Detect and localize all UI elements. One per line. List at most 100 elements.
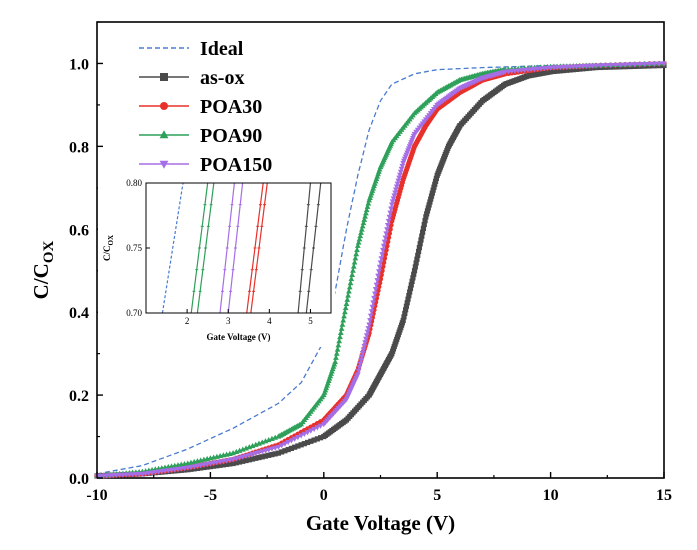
inset-line-ideal xyxy=(161,182,184,314)
data-point-poa150 xyxy=(397,172,403,178)
data-point-poa150 xyxy=(233,456,240,462)
data-point-poa150 xyxy=(597,63,604,69)
inset-axes: 2 3 4 5 0.70 0.75 0.80 xyxy=(126,178,313,326)
data-point-poa90 xyxy=(346,284,353,290)
data-point-poa90 xyxy=(359,226,365,232)
data-point-poa90 xyxy=(364,203,371,209)
legend-item-as-ox: as-ox xyxy=(139,67,244,89)
legend-label: Ideal xyxy=(200,38,244,60)
inset-series-group xyxy=(161,182,323,314)
data-point-poa90 xyxy=(358,229,364,235)
inset-plot: 2 3 4 5 0.70 0.75 0.80 Gate Voltage (V) C/COX xyxy=(98,177,335,347)
data-point-poa90 xyxy=(356,236,363,242)
data-point-poa150 xyxy=(651,61,658,67)
data-point-poa150 xyxy=(371,291,378,297)
data-point-poa150 xyxy=(252,451,259,457)
data-point-as-ox xyxy=(292,444,298,450)
data-point-as-ox xyxy=(415,252,421,258)
legend-label: POA150 xyxy=(200,154,272,176)
data-point-poa90 xyxy=(342,304,349,311)
x-tick-label: 0 xyxy=(320,487,328,504)
data-point-poa150 xyxy=(363,336,369,342)
data-point-poa150 xyxy=(380,243,387,249)
data-point-poa150 xyxy=(304,430,311,436)
data-point-as-ox xyxy=(301,441,307,447)
data-point-as-ox xyxy=(403,303,410,309)
data-point-as-ox xyxy=(288,445,294,451)
data-point-poa150 xyxy=(262,448,269,454)
data-point-as-ox xyxy=(240,458,246,464)
data-point-as-ox xyxy=(285,446,291,453)
data-point-as-ox xyxy=(400,317,406,324)
data-point-as-ox xyxy=(217,462,223,468)
data-point-poa150 xyxy=(246,452,253,459)
data-point-as-ox xyxy=(425,205,431,211)
data-point-as-ox xyxy=(420,225,427,231)
data-point-poa150 xyxy=(272,445,279,451)
data-point-poa90 xyxy=(347,280,354,286)
data-point-poa150 xyxy=(384,223,391,229)
y-tick-label: 0.2 xyxy=(69,388,89,405)
data-point-poa150 xyxy=(377,260,384,266)
data-point-poa150 xyxy=(602,63,609,69)
data-point-poa150 xyxy=(381,239,388,245)
x-tick-label: -10 xyxy=(86,487,107,504)
data-point-poa90 xyxy=(353,251,360,257)
data-point-poa90 xyxy=(355,239,362,245)
data-point-as-ox xyxy=(564,67,570,73)
data-point-poa150 xyxy=(392,190,398,196)
data-point-as-ox xyxy=(423,214,429,220)
data-point-poa150 xyxy=(370,300,377,306)
data-point-poa150 xyxy=(384,227,390,233)
data-point-poa150 xyxy=(378,256,385,262)
data-point-poa150 xyxy=(593,63,599,69)
legend-label: POA90 xyxy=(200,125,262,147)
data-point-as-ox xyxy=(295,443,301,449)
data-point-poa30 xyxy=(377,276,384,282)
data-point-poa150 xyxy=(236,455,243,461)
data-point-as-ox xyxy=(259,454,265,460)
data-point-as-ox xyxy=(308,438,314,444)
series-poa90 xyxy=(94,60,667,479)
legend-marker xyxy=(159,130,169,139)
data-point-poa90 xyxy=(341,313,347,319)
data-point-poa150 xyxy=(385,218,392,225)
data-point-as-ox xyxy=(409,278,415,284)
data-point-poa150 xyxy=(311,426,317,433)
data-point-poa150 xyxy=(285,439,292,446)
data-point-poa150 xyxy=(295,435,301,441)
data-point-poa90 xyxy=(346,288,352,294)
data-point-poa150 xyxy=(395,178,402,184)
data-point-poa150 xyxy=(256,450,262,456)
data-point-poa90 xyxy=(354,242,361,248)
data-point-poa150 xyxy=(368,309,375,315)
data-point-poa150 xyxy=(307,428,314,434)
data-point-as-ox xyxy=(305,439,311,446)
data-point-poa150 xyxy=(230,457,236,463)
data-point-as-ox xyxy=(560,67,567,74)
data-point-as-ox xyxy=(227,461,233,467)
data-point-poa90 xyxy=(362,213,368,219)
data-point-poa150 xyxy=(376,264,383,270)
data-point-as-ox xyxy=(269,452,275,458)
legend-item-ideal: Ideal xyxy=(139,38,244,60)
data-point-poa90 xyxy=(342,309,348,315)
data-point-poa30 xyxy=(378,272,384,278)
data-point-as-ox xyxy=(422,218,428,224)
data-point-poa150 xyxy=(393,184,400,190)
data-point-poa150 xyxy=(269,446,275,452)
data-point-as-ox xyxy=(233,460,239,466)
data-point-as-ox xyxy=(407,285,414,292)
data-point-poa90 xyxy=(360,219,367,226)
data-point-as-ox xyxy=(256,454,262,461)
data-point-as-ox xyxy=(314,436,320,442)
data-point-as-ox xyxy=(427,199,433,205)
data-point-poa150 xyxy=(362,340,368,346)
data-point-poa150 xyxy=(363,333,370,339)
inset-y-axis-title: C/COX xyxy=(102,235,115,261)
data-point-poa150 xyxy=(371,295,377,302)
x-tick-label: -5 xyxy=(204,487,217,504)
data-point-as-ox xyxy=(414,256,420,262)
data-point-poa150 xyxy=(656,61,662,67)
data-point-poa90 xyxy=(338,325,345,331)
